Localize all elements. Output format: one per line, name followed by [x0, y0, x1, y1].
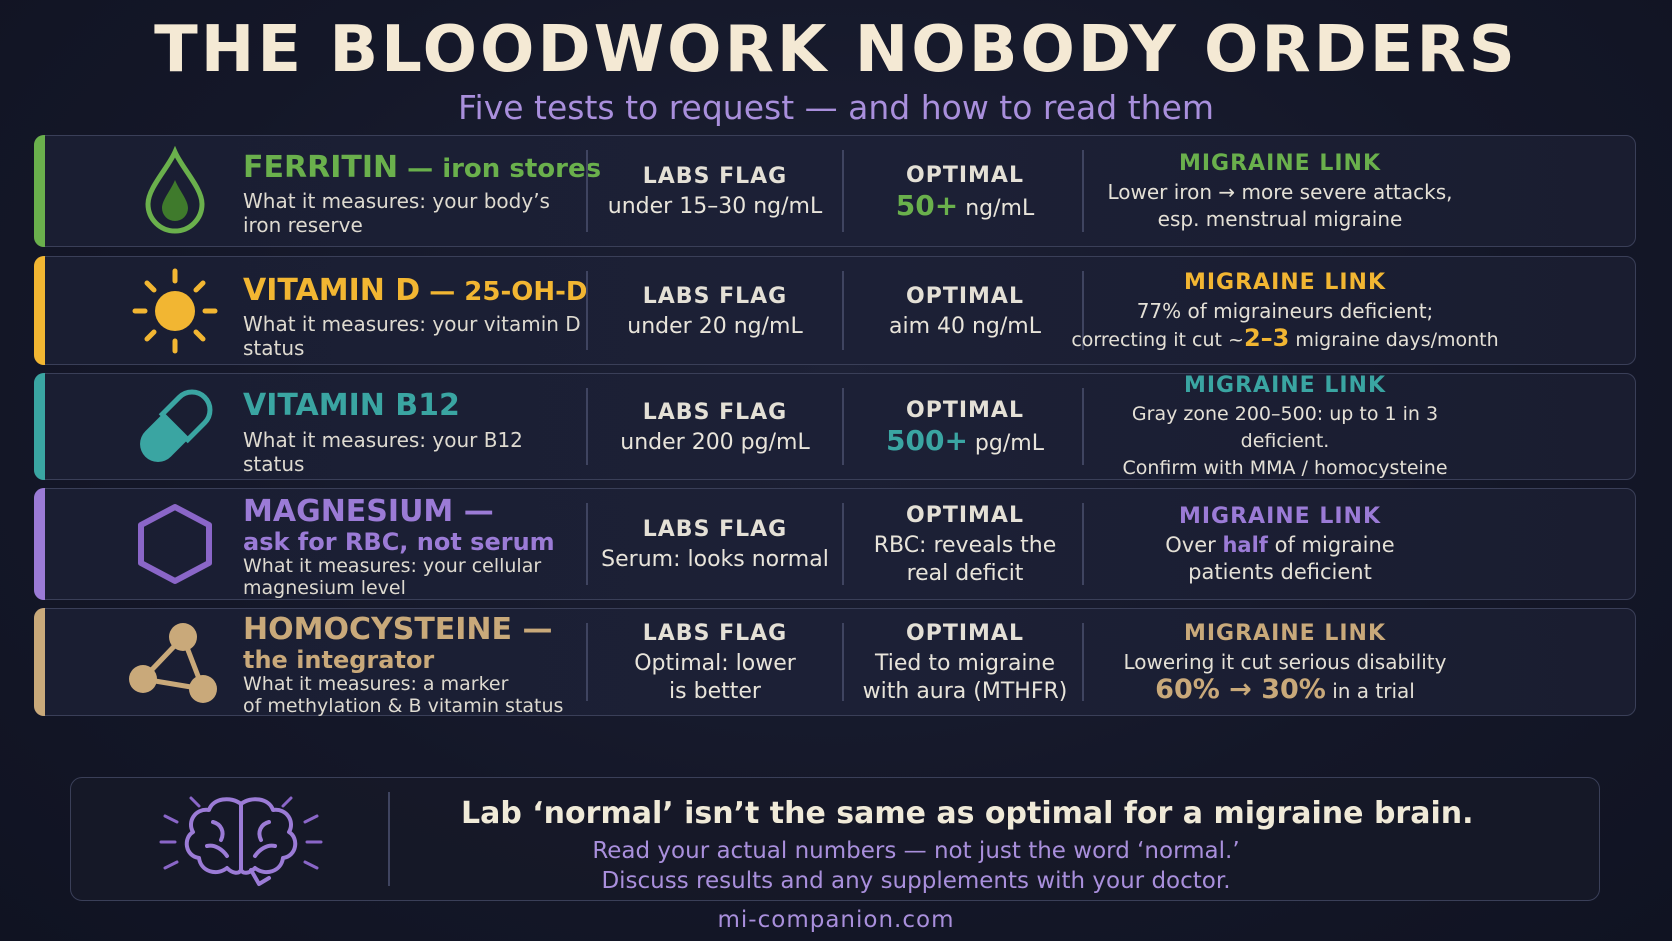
divider [586, 271, 588, 350]
divider [842, 623, 844, 701]
labs-flag-value: Serum: looks normal [601, 547, 829, 572]
blood-drop-icon [115, 136, 235, 246]
labs-flag-value: under 20 ng/mL [627, 313, 803, 339]
test-row-vitamin-d: VITAMIN D — 25-OH-D What it measures: yo… [34, 256, 1636, 365]
labs-flag-header: LABS FLAG [642, 621, 788, 646]
optimal-value-line: Tied to migraine [874, 651, 1056, 676]
divider [388, 792, 390, 886]
test-name: MAGNESIUM — [243, 494, 494, 529]
labs-flag-header: LABS FLAG [642, 164, 788, 189]
hexagon-icon [115, 489, 235, 599]
measures-text: What it measures: your body’s iron reser… [243, 189, 550, 237]
page-subtitle: Five tests to request — and how to read … [457, 88, 1215, 127]
takeaway-line: Discuss results and any supplements with… [601, 868, 1231, 894]
row-accent-bar [34, 135, 45, 247]
migraine-link-line: correcting it cut ~2–3 migraine days/mon… [1071, 323, 1499, 352]
row-accent-bar [34, 373, 45, 480]
test-row-vitamin-b12: VITAMIN B12 What it measures: your B12 s… [34, 373, 1636, 480]
divider [842, 271, 844, 350]
migraine-link-line: Lowering it cut serious disability [1123, 650, 1447, 674]
migraine-link-line: Confirm with MMA / homocysteine [1122, 457, 1448, 479]
divider [842, 503, 844, 585]
divider [1082, 271, 1084, 350]
test-name: HOMOCYSTEINE — [243, 612, 553, 647]
optimal-header: OPTIMAL [906, 398, 1024, 423]
migraine-link-header: MIGRAINE LINK [1183, 621, 1387, 646]
migraine-link-line: Gray zone 200–500: up to 1 in 3 deficien… [1131, 403, 1439, 452]
brain-icon [151, 786, 331, 894]
row-accent-bar [34, 608, 45, 716]
divider [842, 150, 844, 232]
optimal-value: 50+ ng/mL [895, 188, 1035, 222]
optimal-value-line: RBC: reveals the [873, 533, 1057, 558]
migraine-link-header: MIGRAINE LINK [1183, 269, 1387, 295]
migraine-link-line: patients deficient [1188, 560, 1372, 584]
divider [1082, 623, 1084, 701]
divider [586, 623, 588, 701]
divider [1082, 388, 1084, 465]
labs-flag-header: LABS FLAG [642, 517, 788, 542]
optimal-header: OPTIMAL [906, 283, 1024, 309]
migraine-link-line: 60% → 30% in a trial [1155, 674, 1415, 705]
divider [586, 150, 588, 232]
measures-text-line: of methylation & B vitamin status [243, 695, 564, 717]
labs-flag-header: LABS FLAG [642, 283, 788, 309]
website-link[interactable]: mi-companion.com [717, 907, 955, 933]
optimal-value-line: with aura (MTHFR) [862, 679, 1068, 704]
row-accent-bar [34, 256, 45, 365]
molecule-icon [115, 609, 235, 715]
labs-flag-value: under 15–30 ng/mL [607, 194, 823, 219]
migraine-link-line: Over half of migraine [1165, 533, 1395, 557]
labs-flag-value: under 200 pg/mL [620, 429, 810, 455]
test-row-magnesium: MAGNESIUM — ask for RBC, not serum What … [34, 488, 1636, 600]
divider [1082, 150, 1084, 232]
test-name: VITAMIN D — 25-OH-D [243, 273, 588, 308]
pill-capsule-icon [115, 374, 235, 479]
migraine-link-line: 77% of migraineurs deficient; [1136, 298, 1434, 323]
test-name: VITAMIN B12 [243, 388, 460, 423]
test-name: FERRITIN — iron stores [243, 150, 602, 185]
divider [842, 388, 844, 465]
labs-flag-line: is better [669, 679, 761, 704]
migraine-link-header: MIGRAINE LINK [1178, 151, 1382, 176]
measures-text-line: What it measures: a marker [243, 673, 509, 695]
migraine-link-line: esp. menstrual migraine [1157, 207, 1403, 231]
row-accent-bar [34, 488, 45, 600]
optimal-value: aim 40 ng/mL [888, 313, 1041, 339]
measures-text: What it measures: your B12 status [243, 428, 523, 476]
divider [586, 388, 588, 465]
measures-text: What it measures: your vitamin D status [243, 312, 581, 360]
optimal-value-line: real deficit [906, 561, 1024, 586]
test-row-ferritin: FERRITIN — iron stores What it measures:… [34, 135, 1636, 247]
optimal-header: OPTIMAL [906, 503, 1024, 528]
page-title: THE BLOODWORK NOBODY ORDERS [154, 13, 1518, 87]
divider [586, 503, 588, 585]
test-name-subtitle: ask for RBC, not serum [243, 528, 555, 556]
optimal-header: OPTIMAL [906, 621, 1024, 646]
takeaway-line: Read your actual numbers — not just the … [592, 838, 1240, 864]
test-row-homocysteine: HOMOCYSTEINE — the integrator What it me… [34, 608, 1636, 717]
takeaway-box: Lab ‘normal’ isn’t the same as optimal f… [70, 777, 1600, 901]
test-name-subtitle: the integrator [243, 646, 435, 674]
migraine-link-header: MIGRAINE LINK [1178, 504, 1382, 529]
sun-icon [115, 257, 235, 364]
migraine-link-header: MIGRAINE LINK [1183, 373, 1387, 398]
optimal-value: 500+ pg/mL [886, 424, 1044, 457]
optimal-header: OPTIMAL [906, 162, 1024, 188]
takeaway-headline: Lab ‘normal’ isn’t the same as optimal f… [461, 796, 1474, 831]
labs-flag-line: Optimal: lower [634, 651, 796, 676]
migraine-link-line: Lower iron → more severe attacks, [1107, 180, 1453, 204]
labs-flag-header: LABS FLAG [642, 399, 788, 425]
measures-text: What it measures: your cellular magnesiu… [243, 555, 542, 599]
divider [1082, 503, 1084, 585]
